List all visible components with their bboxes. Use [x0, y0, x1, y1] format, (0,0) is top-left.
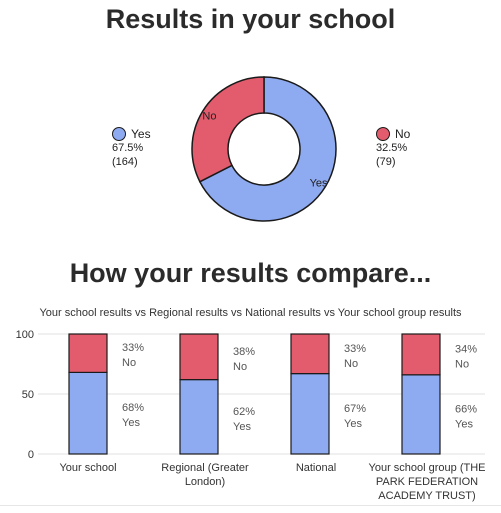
x-category-label: PARK FEDERATION	[376, 476, 478, 488]
legend-yes-count: (164)	[112, 156, 138, 169]
legend-yes: Yes 67.5% (164)	[112, 127, 151, 169]
data-label-no-name: No	[455, 358, 469, 370]
data-label-no-percent: 33%	[122, 342, 144, 354]
x-category-label: Regional (Greater	[161, 462, 249, 474]
bar-yes	[179, 379, 219, 455]
legend-yes-swatch	[112, 127, 126, 142]
legend-no-label: No	[395, 127, 411, 142]
bar-no	[290, 333, 330, 375]
data-label-yes-name: Yes	[344, 418, 362, 430]
data-label-no-percent: 38%	[233, 346, 255, 358]
data-label-yes-percent: 66%	[455, 403, 477, 415]
donut-slice-no	[191, 76, 265, 183]
donut-slice-label: Yes	[310, 177, 328, 189]
data-label-no-name: No	[233, 361, 247, 373]
y-tick-label: 50	[22, 389, 34, 401]
y-tick-label: 100	[16, 329, 34, 341]
data-label-yes-percent: 68%	[122, 402, 144, 414]
data-label-no-percent: 34%	[455, 343, 477, 355]
y-tick-label: 0	[28, 449, 34, 461]
data-label-yes-name: Yes	[455, 418, 473, 430]
legend-no-swatch	[376, 127, 390, 142]
bar-no	[179, 333, 219, 381]
legend-no: No 32.5% (79)	[376, 127, 410, 169]
compare-subtitle: Your school results vs Regional results …	[39, 307, 462, 319]
legend-no-count: (79)	[376, 156, 396, 169]
x-category-label: Your school	[59, 462, 116, 474]
legend-yes-label: Yes	[131, 127, 151, 142]
x-category-label: National	[296, 462, 336, 474]
bar-yes	[68, 371, 108, 455]
data-label-yes-name: Yes	[122, 417, 140, 429]
bar-yes	[401, 374, 441, 455]
compare-title: How your results compare...	[69, 258, 432, 288]
data-label-yes-name: Yes	[233, 421, 251, 433]
bar-no	[68, 333, 108, 374]
page-title: Results in your school	[105, 4, 396, 34]
data-label-yes-percent: 62%	[233, 406, 255, 418]
divider	[0, 505, 501, 506]
data-label-yes-percent: 67%	[344, 403, 366, 415]
legend-yes-percent: 67.5%	[112, 142, 144, 155]
x-category-label: London)	[185, 476, 225, 488]
data-label-no-name: No	[122, 357, 136, 369]
x-category-label: ACADEMY TRUST)	[378, 490, 475, 502]
donut-slice-yes	[198, 76, 337, 222]
data-label-no-name: No	[344, 358, 358, 370]
donut-chart: Yes No	[191, 76, 337, 222]
bar-yes	[290, 373, 330, 455]
legend-no-percent: 32.5%	[376, 142, 408, 155]
data-label-no-percent: 33%	[344, 343, 366, 355]
bar-no	[401, 333, 441, 376]
donut-slice-label: No	[202, 111, 216, 123]
x-category-label: Your school group (THE	[369, 462, 486, 474]
